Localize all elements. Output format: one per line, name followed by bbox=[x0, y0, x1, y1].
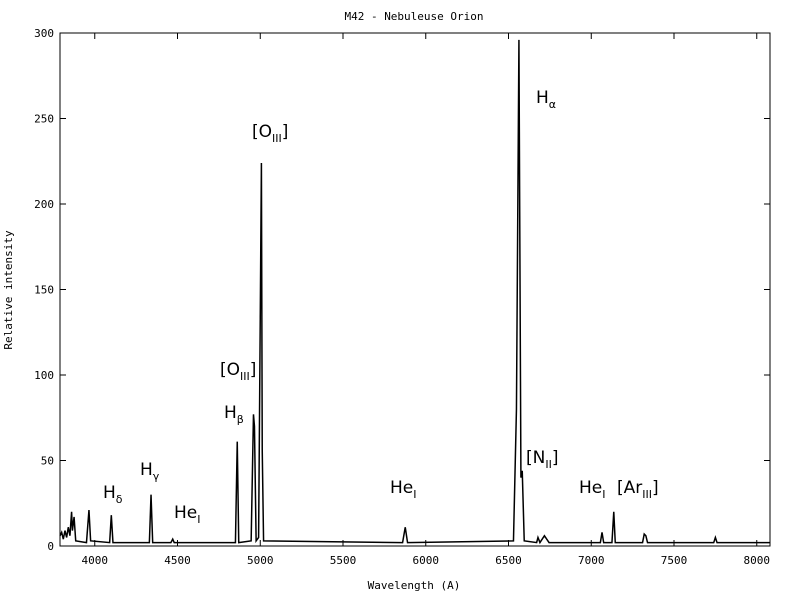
y-tick-label: 200 bbox=[34, 198, 54, 211]
annotation: HeI bbox=[390, 478, 417, 501]
annotation-subscript: I bbox=[602, 488, 605, 501]
annotation-text: He bbox=[390, 478, 413, 498]
x-axis-label: Wavelength (A) bbox=[368, 579, 461, 592]
annotation-subscript: III bbox=[272, 132, 282, 145]
plot-frame bbox=[59, 32, 771, 547]
annotation: [ArIII] bbox=[617, 478, 659, 501]
annotation: Hβ bbox=[224, 403, 244, 426]
annotation: [OIII] bbox=[252, 122, 288, 145]
y-tick-label: 150 bbox=[34, 284, 54, 297]
x-tick-label: 5500 bbox=[330, 554, 357, 567]
annotation-text: H bbox=[536, 88, 549, 108]
annotation: Hγ bbox=[140, 460, 160, 483]
annotation-subscript: III bbox=[240, 370, 250, 383]
y-tick-label: 50 bbox=[41, 455, 54, 468]
annotation-text: ] bbox=[552, 448, 559, 468]
annotation-text: He bbox=[579, 478, 602, 498]
annotation-subscript: δ bbox=[116, 493, 123, 506]
x-tick-label: 6000 bbox=[413, 554, 440, 567]
annotation-subscript: α bbox=[549, 98, 556, 111]
annotation-subscript: II bbox=[545, 458, 552, 471]
annotation-text: ] bbox=[250, 360, 257, 380]
annotation-text: ] bbox=[282, 122, 289, 142]
annotation-subscript: γ bbox=[153, 470, 160, 483]
annotation-text: [Ar bbox=[617, 478, 642, 498]
x-tick-label: 7000 bbox=[578, 554, 605, 567]
annotation-text: [O bbox=[220, 360, 240, 380]
annotation: [OIII] bbox=[220, 360, 256, 383]
y-axis-label: Relative intensity bbox=[2, 230, 15, 350]
annotation-text: He bbox=[174, 503, 197, 523]
x-tick-label: 8000 bbox=[744, 554, 771, 567]
annotation-subscript: III bbox=[642, 488, 652, 501]
x-tick-label: 5000 bbox=[247, 554, 274, 567]
annotation: HeI bbox=[579, 478, 606, 501]
x-tick-label: 4000 bbox=[82, 554, 109, 567]
annotation-text: [O bbox=[252, 122, 272, 142]
annotation-subscript: I bbox=[413, 488, 416, 501]
annotation-subscript: I bbox=[197, 513, 200, 526]
y-tick-label: 250 bbox=[34, 113, 54, 126]
annotation-subscript: β bbox=[237, 413, 244, 426]
y-tick-label: 100 bbox=[34, 369, 54, 382]
annotation-text: ] bbox=[652, 478, 659, 498]
annotation-text: [N bbox=[526, 448, 545, 468]
y-tick-label: 300 bbox=[34, 27, 54, 40]
x-tick-label: 4500 bbox=[164, 554, 191, 567]
annotation-text: H bbox=[140, 460, 153, 480]
annotation-text: H bbox=[103, 483, 116, 503]
y-tick-label: 0 bbox=[47, 540, 54, 553]
x-tick-label: 6500 bbox=[495, 554, 522, 567]
annotation: Hδ bbox=[103, 483, 123, 506]
chart-title: M42 - Nebuleuse Orion bbox=[344, 10, 483, 23]
spectrum-line bbox=[59, 39, 770, 545]
x-tick-label: 7500 bbox=[661, 554, 688, 567]
annotation-text: H bbox=[224, 403, 237, 423]
annotation: HeI bbox=[174, 503, 201, 526]
annotation: [NII] bbox=[526, 448, 559, 471]
annotation: Hα bbox=[536, 88, 556, 111]
